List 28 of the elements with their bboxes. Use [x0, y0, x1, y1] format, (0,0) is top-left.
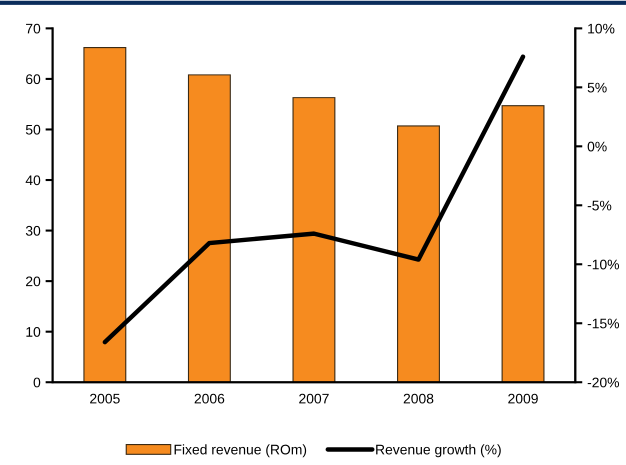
bar [502, 105, 544, 382]
y-tick-label: 20 [26, 276, 40, 286]
x-tick-label: 2009 [508, 394, 538, 404]
y2-tick-label: 10% [588, 24, 614, 34]
x-tick-label: 2007 [299, 394, 329, 404]
y2-tick-label: 0% [588, 142, 607, 152]
bar [292, 97, 336, 382]
y-tick-label: 30 [26, 226, 40, 236]
x-tick-label: 2005 [90, 394, 120, 404]
bar [397, 125, 440, 382]
y2-tick-label: -20% [588, 378, 620, 388]
x-tick-label: 2008 [404, 394, 434, 404]
legend-label: Fixed revenue (ROm) [174, 444, 306, 458]
bar [188, 74, 231, 382]
y2-tick-label: -10% [588, 260, 620, 270]
y-tick-label: 70 [26, 24, 40, 34]
y2-tick-label: -15% [588, 318, 620, 328]
y-tick-label: 50 [26, 124, 40, 135]
y2-tick-label: 5% [588, 82, 607, 93]
x-tick-label: 2006 [194, 394, 224, 404]
bar [83, 47, 126, 382]
y-tick-label: 40 [26, 175, 40, 186]
line-series [102, 54, 526, 344]
y2-tick-label: -5% [588, 200, 612, 210]
y-tick-label: 0 [34, 378, 40, 388]
y-tick-label: 60 [26, 74, 40, 84]
y-tick-label: 10 [26, 327, 40, 337]
legend-label: Revenue growth (%) [376, 444, 501, 458]
